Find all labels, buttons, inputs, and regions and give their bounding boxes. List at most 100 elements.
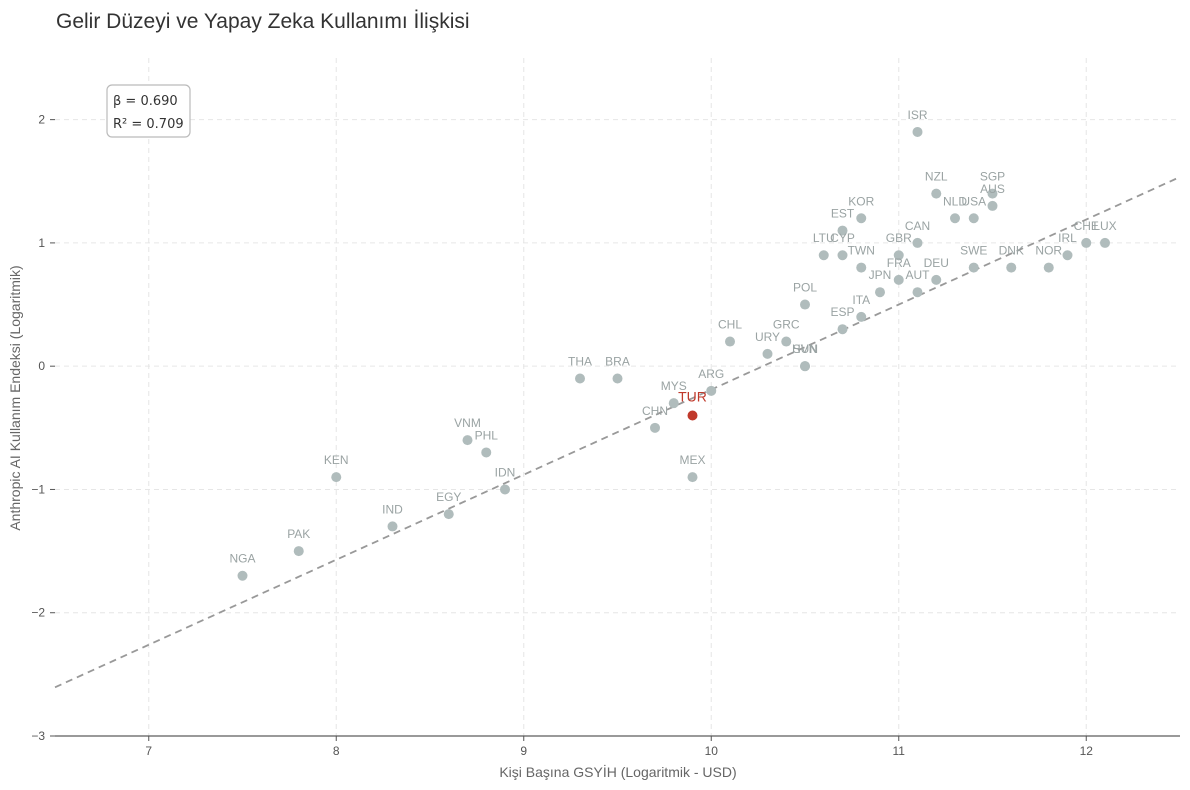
point-nzl xyxy=(931,188,942,199)
point-swe xyxy=(968,262,979,273)
point-jpn xyxy=(875,287,885,298)
label-jpn: JPN xyxy=(869,268,892,282)
label-vnm: VNM xyxy=(454,416,481,430)
y-tick-label: −2 xyxy=(31,606,45,620)
label-can: CAN xyxy=(905,219,930,233)
label-grc: GRC xyxy=(773,318,800,332)
label-aus: AUS xyxy=(980,182,1005,196)
label-mys: MYS xyxy=(661,379,687,393)
point-can xyxy=(912,237,923,248)
point-mys xyxy=(668,398,679,409)
fit-line xyxy=(54,176,1181,689)
label-che: CHE xyxy=(1074,219,1099,233)
point-chn xyxy=(650,422,660,433)
point-isr xyxy=(912,126,923,137)
y-tick-label: 1 xyxy=(38,236,45,250)
label-ury: URY xyxy=(755,330,780,344)
point-est xyxy=(837,225,848,236)
point-irl xyxy=(1062,250,1073,261)
label-bra: BRA xyxy=(605,355,630,369)
label-phl: PHL xyxy=(475,428,499,442)
label-est: EST xyxy=(831,207,855,221)
point-cyp xyxy=(837,250,848,261)
label-egy: EGY xyxy=(436,490,461,504)
point-lux xyxy=(1100,237,1110,248)
label-ita: ITA xyxy=(852,293,870,307)
label-kor: KOR xyxy=(848,194,874,208)
point-usa xyxy=(968,213,979,224)
label-nld: NLD xyxy=(943,194,967,208)
point-esp xyxy=(837,324,848,335)
x-tick-label: 10 xyxy=(705,744,719,758)
point-ury xyxy=(762,348,773,359)
fit-line-group xyxy=(54,176,1181,689)
label-sgp: SGP xyxy=(980,170,1005,184)
point-fra xyxy=(893,274,904,285)
point-phl xyxy=(481,447,492,458)
label-cyp: CYP xyxy=(830,231,855,245)
point-ind xyxy=(387,521,398,532)
point-nga xyxy=(237,570,248,581)
y-axis-label: Anthropic AI Kullanım Endeksi (Logaritmi… xyxy=(7,265,23,530)
stats-beta: β = 0.690 xyxy=(113,94,178,109)
point-chl xyxy=(725,336,735,347)
stats-box-frame xyxy=(106,84,191,138)
chart-title: Gelir Düzeyi ve Yapay Zeka Kullanımı İli… xyxy=(56,10,470,33)
point-tur xyxy=(687,410,698,421)
label-hun: HUN xyxy=(792,342,818,356)
point-dnk xyxy=(1006,262,1017,273)
point-ita xyxy=(856,311,867,322)
point-tha xyxy=(575,373,585,384)
x-tick-label: 8 xyxy=(333,744,340,758)
label-ken: KEN xyxy=(324,453,349,467)
point-vnm xyxy=(462,435,473,446)
x-tick-label: 12 xyxy=(1080,744,1094,758)
point-egy xyxy=(443,509,454,520)
label-lux: LUX xyxy=(1093,219,1116,233)
label-idn: IDN xyxy=(495,465,516,479)
point-svn xyxy=(800,361,810,372)
point-bra xyxy=(612,373,623,384)
label-fra: FRA xyxy=(887,256,911,270)
point-gbr xyxy=(893,250,904,261)
label-chl: CHL xyxy=(718,318,742,332)
label-swe: SWE xyxy=(960,244,987,258)
point-arg xyxy=(706,385,717,396)
label-tur: TUR xyxy=(678,388,707,404)
point-mex xyxy=(687,472,698,483)
point-nor xyxy=(1043,262,1054,273)
point-idn xyxy=(500,484,510,495)
y-tick-label: 0 xyxy=(38,359,45,373)
label-nzl: NZL xyxy=(925,170,948,184)
label-svn: SVN xyxy=(793,342,818,356)
point-pol xyxy=(800,299,810,310)
point-twn xyxy=(856,262,867,273)
stats-r2: R² = 0.709 xyxy=(113,117,184,132)
label-usa: USA xyxy=(961,194,986,208)
y-tick-label: 2 xyxy=(38,113,45,127)
label-pol: POL xyxy=(793,281,817,295)
point-kor xyxy=(856,213,867,224)
point-grc xyxy=(781,336,792,347)
point-deu xyxy=(931,274,942,285)
point-nld xyxy=(950,213,960,224)
label-ltu: LTU xyxy=(813,231,835,245)
y-tick-label: −3 xyxy=(31,729,45,743)
label-gbr: GBR xyxy=(886,231,912,245)
label-tha: THA xyxy=(568,355,592,369)
label-pak: PAK xyxy=(287,527,310,541)
label-deu: DEU xyxy=(924,256,949,270)
label-esp: ESP xyxy=(830,305,854,319)
point-aus xyxy=(987,200,998,211)
stats-box: β = 0.690 R² = 0.709 xyxy=(106,84,191,138)
label-dnk: DNK xyxy=(999,244,1024,258)
label-isr: ISR xyxy=(907,108,927,122)
point-che xyxy=(1081,237,1092,248)
label-arg: ARG xyxy=(698,367,724,381)
label-aut: AUT xyxy=(906,268,931,282)
point-ltu xyxy=(818,250,829,261)
point-sgp xyxy=(987,188,998,199)
